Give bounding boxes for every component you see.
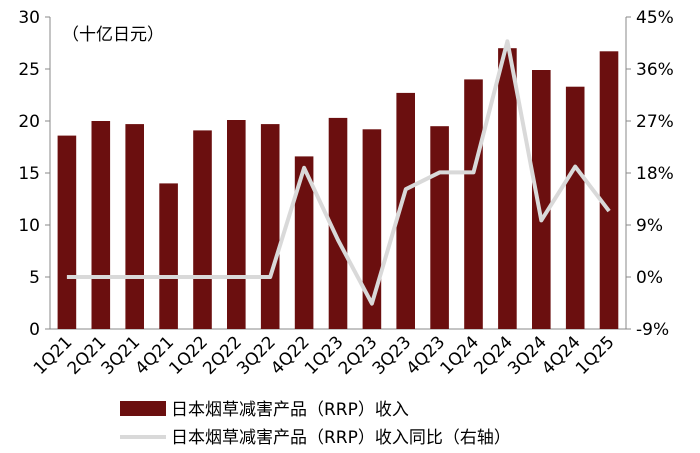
bar-4Q21 (159, 183, 178, 329)
x-tick-label: 2Q23 (335, 332, 382, 379)
x-tick-label: 3Q23 (369, 332, 416, 379)
bar-2Q23 (362, 129, 382, 329)
bar-1Q25 (599, 51, 619, 330)
left-tick-label: 10 (18, 216, 40, 236)
x-tick-label: 3Q24 (504, 332, 551, 379)
x-tick-label: 1Q22 (165, 332, 212, 379)
bar-4Q24 (565, 86, 585, 329)
x-tick-label: 1Q24 (437, 332, 484, 379)
legend-bar-label: 日本烟草减害产品（RRP）收入 (171, 400, 409, 420)
bar-2Q24 (498, 48, 517, 329)
bar-2Q22 (227, 120, 246, 329)
left-axis-ticks: 0 5 10 15 20 25 30 (18, 8, 50, 340)
left-tick-label: 30 (18, 8, 40, 28)
x-tick-label: 2Q22 (199, 332, 246, 379)
bar-1Q24 (464, 79, 483, 330)
bar-3Q21 (125, 124, 144, 329)
x-tick-label: 4Q24 (538, 332, 585, 379)
right-axis-ticks: -9% 0% 9% 18% 27% 36% 45% (626, 8, 674, 340)
left-tick-label: 0 (29, 320, 40, 340)
right-tick-label: -9% (636, 320, 669, 340)
bar-3Q24 (532, 70, 551, 329)
right-tick-label: 27% (636, 112, 674, 132)
right-tick-label: 0% (636, 268, 663, 288)
left-tick-label: 5 (29, 268, 40, 288)
left-tick-label: 20 (18, 112, 40, 132)
legend: 日本烟草减害产品（RRP）收入 日本烟草减害产品（RRP）收入同比（右轴） (120, 400, 511, 448)
left-tick-label: 15 (18, 164, 40, 184)
bar-2Q21 (91, 121, 111, 329)
bar-3Q23 (396, 92, 415, 330)
bar-4Q22 (294, 156, 314, 329)
legend-line-label: 日本烟草减害产品（RRP）收入同比（右轴） (171, 428, 511, 448)
x-tick-label: 3Q22 (233, 332, 280, 379)
unit-label: （十亿日元） (62, 25, 164, 45)
x-tick-label: 1Q23 (301, 332, 348, 379)
yoy-line-series (66, 39, 611, 306)
x-tick-label: 2Q21 (64, 332, 111, 379)
x-tick-label: 3Q21 (98, 332, 145, 379)
x-tick-label: 1Q25 (572, 332, 619, 379)
x-tick-label: 4Q21 (132, 332, 179, 379)
bar-1Q22 (193, 130, 212, 329)
x-axis-ticks: 1Q212Q213Q214Q211Q222Q223Q224Q221Q232Q23… (30, 332, 619, 379)
bar-1Q21 (57, 135, 77, 329)
x-tick-label: 2Q24 (470, 332, 517, 379)
right-tick-label: 18% (636, 164, 674, 184)
right-tick-label: 9% (636, 216, 663, 236)
legend-bar-swatch (120, 401, 166, 416)
bar-1Q23 (328, 117, 348, 330)
bar-3Q22 (260, 124, 280, 329)
x-tick-label: 4Q23 (403, 332, 450, 379)
x-tick-label: 4Q22 (267, 332, 314, 379)
right-tick-label: 45% (636, 8, 674, 28)
bar-4Q23 (430, 126, 449, 329)
left-tick-label: 25 (18, 60, 40, 80)
right-tick-label: 36% (636, 60, 674, 80)
